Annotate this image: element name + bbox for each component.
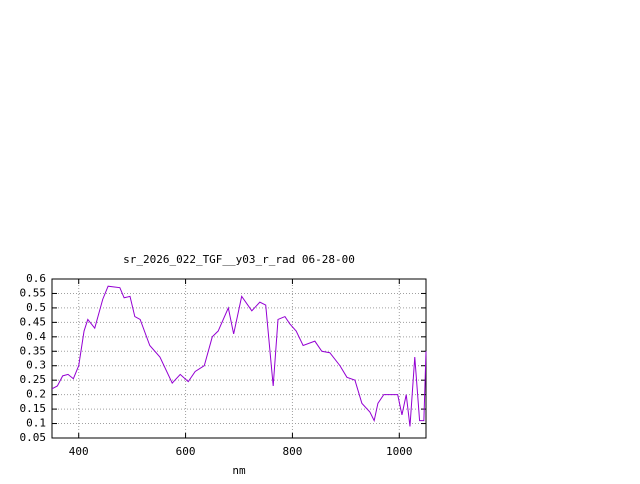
- x-tick-label: 800: [282, 445, 302, 458]
- y-tick-label: 0.55: [20, 286, 47, 299]
- y-tick-label: 0.45: [20, 315, 47, 328]
- y-tick-label: 0.6: [26, 272, 46, 285]
- x-tick-label: 400: [69, 445, 89, 458]
- plot-frame: [51, 278, 427, 439]
- y-tick-label: 0.2: [26, 388, 46, 401]
- y-tick-label: 0.05: [20, 431, 47, 444]
- y-tick-label: 0.3: [26, 359, 46, 372]
- y-tick-label: 0.4: [26, 330, 46, 343]
- y-tick-label: 0.35: [20, 344, 47, 357]
- x-tick-label: 600: [176, 445, 196, 458]
- x-tick-label: 1000: [386, 445, 413, 458]
- y-tick-label: 0.1: [26, 417, 46, 430]
- x-axis-label: nm: [232, 464, 246, 477]
- y-tick-label: 0.15: [20, 402, 47, 415]
- chart-title: sr_2026_022_TGF__y03_r_rad 06-28-00: [123, 253, 355, 266]
- y-tick-label: 0.5: [26, 301, 46, 314]
- y-tick-label: 0.25: [20, 373, 47, 386]
- data-line: [51, 285, 427, 427]
